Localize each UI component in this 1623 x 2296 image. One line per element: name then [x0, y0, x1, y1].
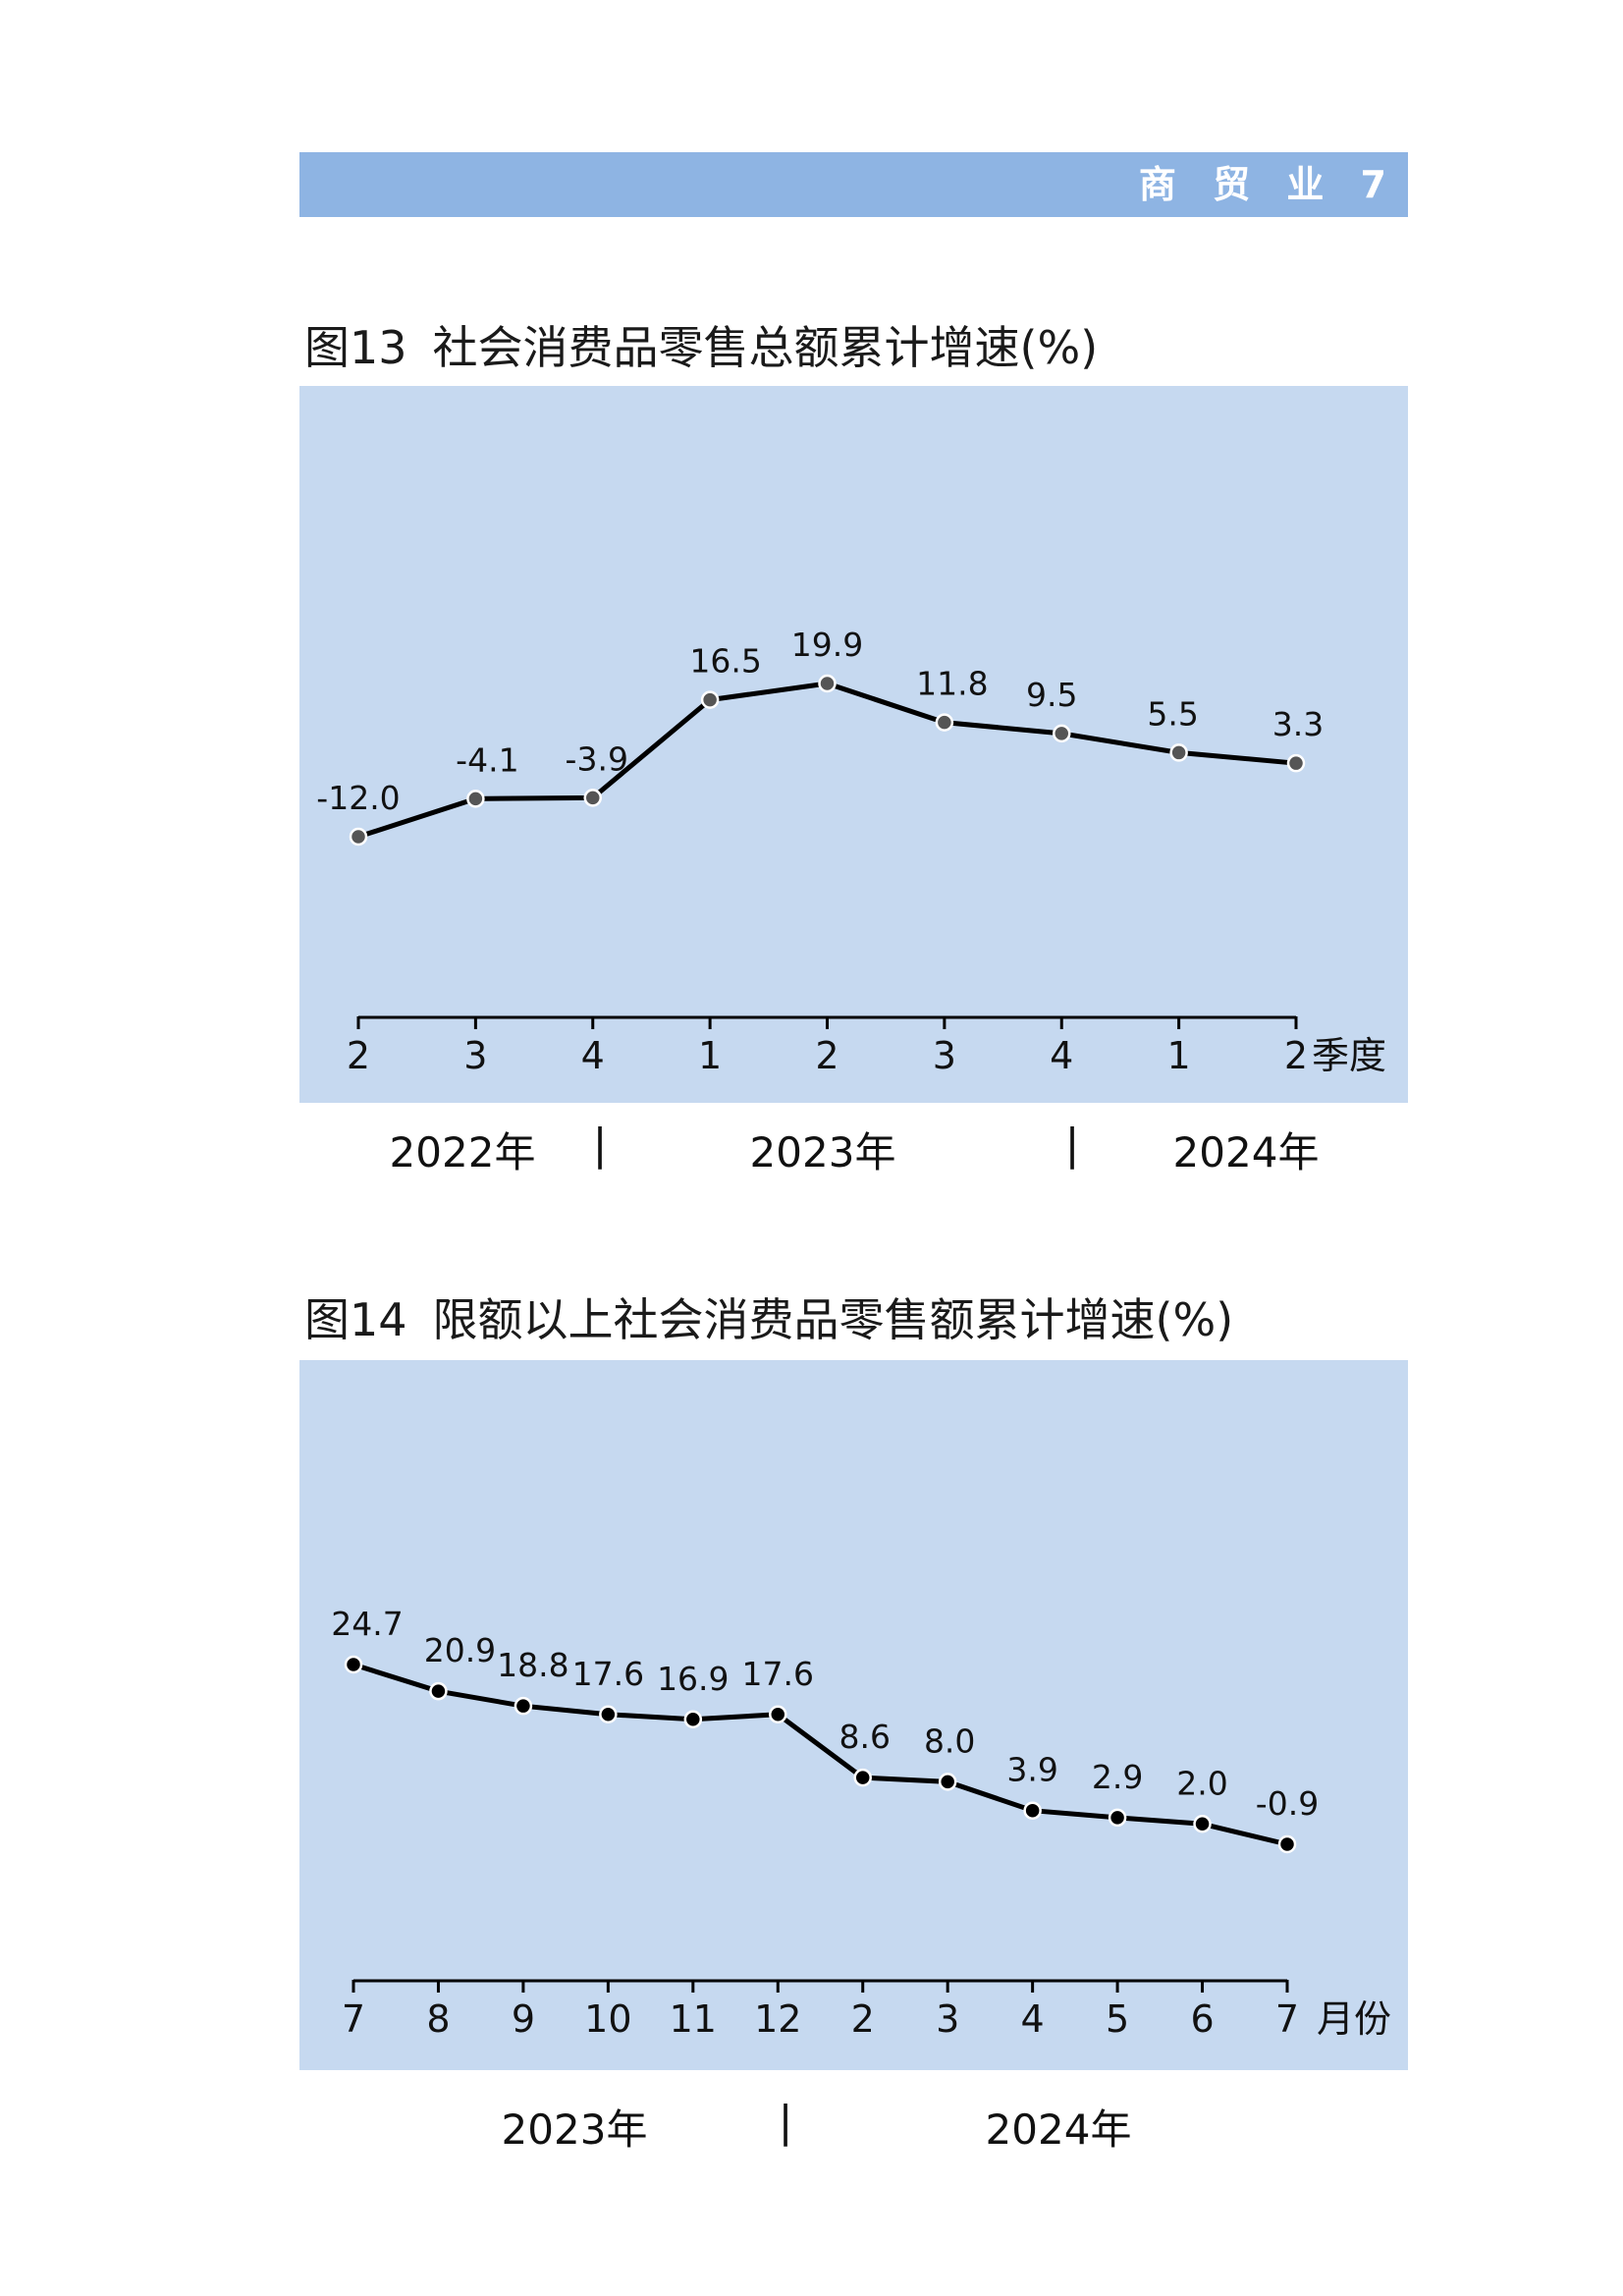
- data-point: [344, 1655, 363, 1674]
- year-label-2023: 2023年: [749, 1128, 896, 1176]
- data-label: 11.8: [916, 665, 988, 703]
- chart-14-year-row: 2023年 | 2024年: [299, 2097, 1408, 2156]
- x-tick-label: 2: [815, 1034, 839, 1077]
- data-point: [853, 1768, 872, 1787]
- data-label: 24.7: [331, 1605, 403, 1643]
- x-tick-label: 2: [851, 1997, 875, 2041]
- data-label: 2.0: [1176, 1764, 1227, 1802]
- chart-13-panel: 2 3 4 1 2 3 4 1 2 季度 -12.0 -4.1 -3.9 16.5 19.9 11.8 9.5 5…: [299, 386, 1408, 1103]
- x-tick-label: 9: [512, 1997, 535, 2041]
- data-point: [818, 674, 837, 693]
- data-point: [1193, 1815, 1212, 1833]
- data-label: 5.5: [1147, 694, 1198, 733]
- data-point: [700, 690, 720, 709]
- figure-13-title: 图13 社会消费品零售总额累计增速(%): [304, 312, 1098, 377]
- data-label: 20.9: [424, 1631, 496, 1669]
- data-label: 16.9: [657, 1660, 729, 1698]
- x-tick-label: 1: [1167, 1034, 1191, 1077]
- data-point: [683, 1710, 703, 1729]
- x-tick-label: 1: [698, 1034, 722, 1077]
- data-label: 17.6: [572, 1655, 644, 1693]
- data-point: [1286, 753, 1306, 773]
- data-point: [769, 1705, 787, 1724]
- data-point: [1023, 1801, 1042, 1820]
- figure-13-number: 图13: [304, 321, 407, 374]
- figure-14-title: 图14 限额以上社会消费品零售额累计增速(%): [304, 1285, 1233, 1349]
- data-label: 18.8: [497, 1646, 568, 1684]
- chart-13-svg: 2 3 4 1 2 3 4 1 2 季度-12.0-4.1 -3.916.5 19.911.8 9.55…: [316, 626, 1386, 1077]
- x-tick-label: 10: [584, 1997, 631, 2041]
- data-label: 8.0: [924, 1722, 975, 1760]
- data-label: -3.9: [566, 739, 628, 778]
- data-point: [1169, 743, 1188, 762]
- chart-13-year-row: 2022年 | 2023年 | 2024年: [299, 1120, 1408, 1178]
- year-separator: |: [778, 2097, 793, 2147]
- x-tick-label: 2: [347, 1034, 370, 1077]
- data-label: 17.6: [742, 1655, 814, 1693]
- data-label: -0.9: [1256, 1784, 1319, 1823]
- x-tick-label: 7: [342, 1997, 365, 2041]
- x-tick-label: 3: [936, 1997, 959, 2041]
- chart-14-panel: 7 8 9 10 11 12 2 3 4 5 6 7 月份 24.7 20.9 18.8 17.6 16.9 17.…: [299, 1360, 1408, 2070]
- year-label-2024: 2024年: [985, 2105, 1132, 2154]
- year-label-2023: 2023年: [501, 2105, 648, 2154]
- x-tick-label: 11: [670, 1997, 717, 2041]
- x-tick-label: 8: [426, 1997, 450, 2041]
- data-label: 8.6: [839, 1718, 890, 1756]
- data-point: [1108, 1808, 1127, 1828]
- data-label: -12.0: [316, 779, 400, 817]
- figure-13-caption: 社会消费品零售总额累计增速(%): [432, 321, 1099, 374]
- data-point: [599, 1705, 618, 1724]
- series-line: [352, 1662, 1288, 1847]
- year-separator: |: [1064, 1120, 1080, 1170]
- x-tick-label: 5: [1106, 1997, 1129, 2041]
- year-separator: |: [592, 1120, 608, 1170]
- data-label: 3.3: [1272, 705, 1324, 743]
- x-tick-label: 4: [1021, 1997, 1045, 2041]
- section-header-bar: 商 贸 业 7: [299, 152, 1408, 217]
- x-tick-label: 3: [463, 1034, 487, 1077]
- data-point: [466, 790, 485, 808]
- figure-14-number: 图14: [304, 1293, 407, 1346]
- data-point: [514, 1696, 533, 1716]
- year-label-2022: 2022年: [389, 1128, 536, 1176]
- data-label: 19.9: [791, 626, 863, 664]
- x-axis-unit: 月份: [1317, 1997, 1391, 2041]
- figure-14-caption: 限额以上社会消费品零售额累计增速(%): [432, 1293, 1234, 1346]
- x-tick-label: 4: [1050, 1034, 1073, 1077]
- data-point: [349, 827, 368, 847]
- data-point: [935, 713, 954, 732]
- data-point: [429, 1681, 448, 1701]
- data-point: [583, 789, 602, 807]
- x-tick-label: 3: [933, 1034, 956, 1077]
- data-label: 16.5: [689, 642, 761, 681]
- year-label-2024: 2024年: [1172, 1128, 1320, 1176]
- data-point: [938, 1773, 957, 1791]
- x-tick-label: 6: [1190, 1997, 1214, 2041]
- x-tick-label: 2: [1284, 1034, 1308, 1077]
- data-point: [1053, 724, 1071, 743]
- data-label: 3.9: [1006, 1751, 1057, 1789]
- x-axis-unit: 季度: [1312, 1034, 1386, 1077]
- x-tick-label: 7: [1275, 1997, 1299, 2041]
- x-tick-label: 4: [581, 1034, 605, 1077]
- data-label: 2.9: [1092, 1758, 1143, 1796]
- x-tick-label: 12: [754, 1997, 801, 2041]
- data-label: 9.5: [1026, 676, 1077, 714]
- section-label: 商 贸 业 7: [1138, 163, 1398, 206]
- data-point: [1277, 1834, 1297, 1854]
- data-label: -4.1: [456, 740, 518, 779]
